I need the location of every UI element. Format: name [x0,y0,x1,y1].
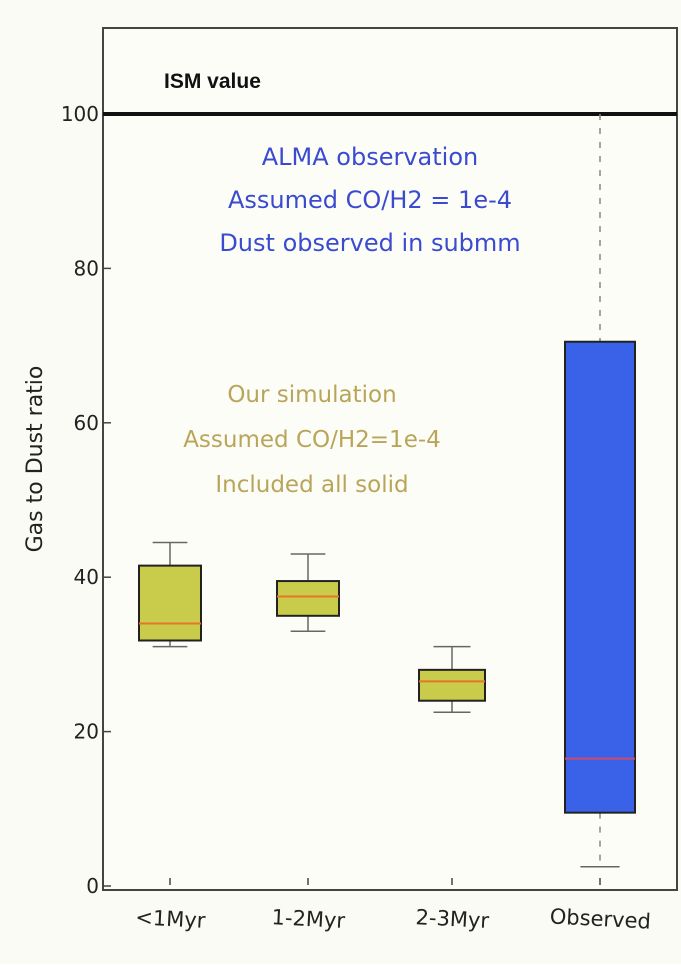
box-3-body [564,340,636,814]
alma-annotation-line-3: Dust observed in submm [219,229,520,257]
y-tick-label-80: 80 [74,256,99,280]
alma-annotation: ALMA observation Assumed CO/H2 = 1e-4 Du… [219,143,520,257]
x-axis-tick-labels: <1Myr 1-2Myr 2-3Myr Observed [135,878,651,934]
ism-reference-label: ISM value [164,70,261,93]
y-tick-label-40: 40 [74,565,99,589]
box-2 [418,645,486,714]
y-tick-label-60: 60 [74,411,99,435]
alma-annotation-line-2: Assumed CO/H2 = 1e-4 [228,186,512,214]
simulation-annotation-line-1: Our simulation [227,382,396,408]
simulation-annotation-line-3: Included all solid [215,472,408,498]
box-3 [564,114,636,868]
box-series [138,114,636,868]
x-tick-label-1: 1-2Myr [271,905,346,933]
box-2-body [418,668,486,702]
y-axis-ticks: 0 20 40 60 80 100 [61,102,111,898]
alma-annotation-line-1: ALMA observation [262,143,478,171]
simulation-annotation-line-2: Assumed CO/H2=1e-4 [183,427,441,453]
y-tick-label-20: 20 [74,720,99,744]
simulation-annotation: Our simulation Assumed CO/H2=1e-4 Includ… [183,382,441,498]
box-0-body [138,564,202,642]
x-tick-label-0: <1Myr [135,905,207,933]
x-tick-label-3: Observed [549,904,651,933]
box-0 [138,541,202,648]
x-tick-label-2: 2-3Myr [415,905,490,933]
reference-line-group: ISM value [103,70,677,116]
box-1 [276,553,340,632]
y-tick-label-100: 100 [61,102,99,126]
box-1-body [276,580,340,617]
y-tick-label-0: 0 [86,874,99,898]
y-axis-label: Gas to Dust ratio [23,366,48,553]
